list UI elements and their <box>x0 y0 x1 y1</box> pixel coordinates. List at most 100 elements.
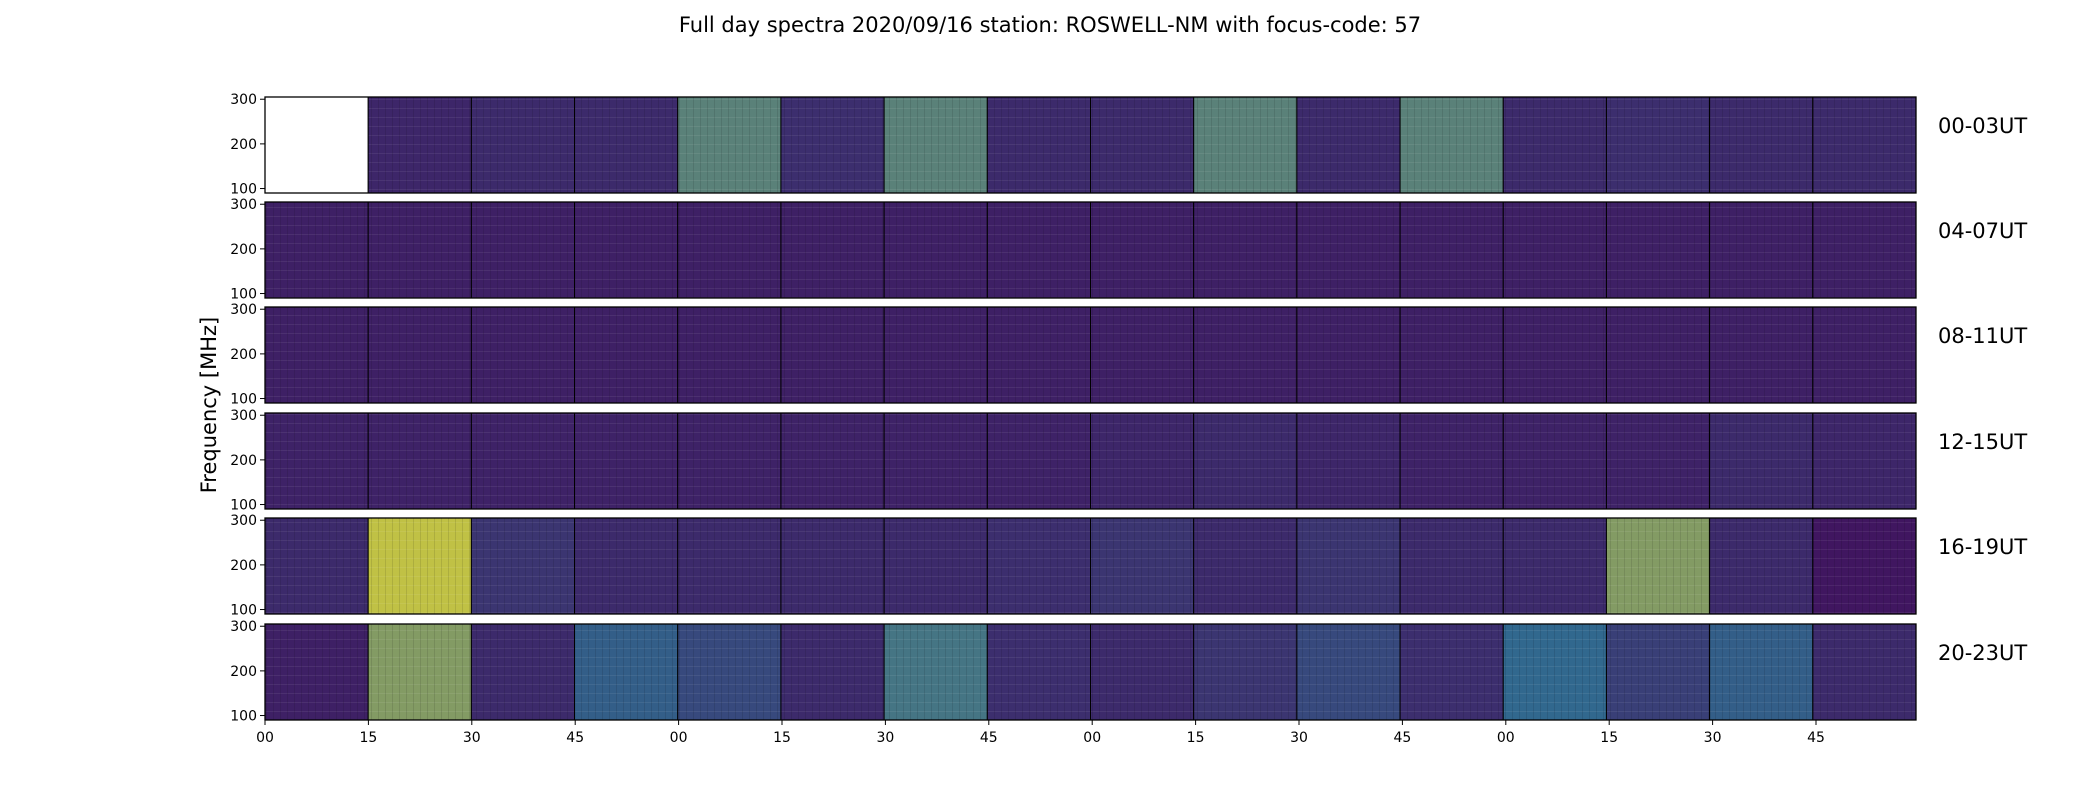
x-tick-label: 45 <box>566 730 584 746</box>
row-label: 20-23UT <box>1938 641 2027 665</box>
x-tick-label: 30 <box>463 730 481 746</box>
panel-texture <box>677 307 781 403</box>
panel-texture <box>1400 307 1504 403</box>
panel-texture <box>265 518 369 614</box>
panel-texture <box>884 518 988 614</box>
panel-texture <box>1090 518 1194 614</box>
panel-texture <box>368 413 472 509</box>
panel-texture <box>1709 307 1813 403</box>
x-tick-label: 00 <box>1497 730 1515 746</box>
panel-texture <box>1296 307 1401 403</box>
panel-texture <box>265 413 369 509</box>
row-label: 16-19UT <box>1938 535 2027 559</box>
panel-texture <box>265 307 369 403</box>
panel-texture <box>1400 202 1504 298</box>
panel-texture <box>1606 518 1710 614</box>
panel-texture <box>987 202 1091 298</box>
panel-texture <box>1503 518 1607 614</box>
x-tick-label: 45 <box>980 730 998 746</box>
panel-texture <box>780 624 885 720</box>
panel-texture <box>471 307 575 403</box>
panel-texture <box>574 413 678 509</box>
panel-texture <box>1090 624 1194 720</box>
panel-texture <box>471 518 575 614</box>
x-tick-label: 45 <box>1393 730 1411 746</box>
panel-texture <box>1296 97 1401 193</box>
panel-texture <box>987 518 1091 614</box>
x-tick-label: 15 <box>1600 730 1618 746</box>
panel-texture <box>677 97 781 193</box>
y-tick-label: 200 <box>230 558 257 574</box>
row-frame <box>264 412 1917 510</box>
row-label: 08-11UT <box>1938 324 2027 348</box>
panel-texture <box>1090 202 1194 298</box>
panel-texture <box>1812 413 1916 509</box>
panel-texture <box>368 624 472 720</box>
panel-texture <box>1090 413 1194 509</box>
panel-texture <box>368 307 472 403</box>
x-tick-label: 30 <box>1704 730 1722 746</box>
y-tick-label: 300 <box>230 302 257 318</box>
panel-texture <box>1193 624 1297 720</box>
panel-texture <box>1296 202 1401 298</box>
panel-texture <box>780 413 885 509</box>
row-label: 12-15UT <box>1938 430 2027 454</box>
panel-texture <box>1812 518 1916 614</box>
panel-texture <box>884 97 988 193</box>
panel-texture <box>1193 307 1297 403</box>
panel-texture <box>1503 624 1607 720</box>
spectra-row: 300 200 100 12-15UT <box>230 408 2027 513</box>
x-tick-label: 45 <box>1807 730 1825 746</box>
panel-texture <box>265 202 369 298</box>
panel-texture <box>1606 624 1710 720</box>
panel-texture <box>1606 97 1710 193</box>
panel-texture <box>471 413 575 509</box>
spectra-row: 300 200 100 04-07UT <box>230 197 2027 302</box>
panel-texture <box>1400 518 1504 614</box>
x-tick-label: 15 <box>359 730 377 746</box>
panel-texture <box>677 413 781 509</box>
panel-texture <box>574 97 678 193</box>
panel-texture <box>1709 202 1813 298</box>
panel-texture <box>884 624 988 720</box>
x-tick-label: 15 <box>773 730 791 746</box>
panel-texture <box>884 413 988 509</box>
x-tick-label: 00 <box>670 730 688 746</box>
y-tick-label: 200 <box>230 664 257 680</box>
panel-texture <box>1193 518 1297 614</box>
panel-texture <box>1193 202 1297 298</box>
spectra-grid: 300 200 100 00-03UT 300 200 100 04-07UT 300 200 10… <box>230 92 2027 746</box>
panel-texture <box>1812 624 1916 720</box>
y-tick-label: 200 <box>230 347 257 363</box>
panel-texture <box>265 624 369 720</box>
y-tick-label: 100 <box>230 182 257 198</box>
panel-texture <box>471 97 575 193</box>
panel-texture <box>1503 307 1607 403</box>
panel-texture <box>884 202 988 298</box>
panel-texture <box>987 624 1091 720</box>
row-frame <box>264 201 1917 299</box>
panel-texture <box>471 202 575 298</box>
panel-texture <box>574 202 678 298</box>
x-tick-label: 00 <box>256 730 274 746</box>
panel-texture <box>677 624 781 720</box>
panel-texture <box>1193 97 1297 193</box>
spectra-row: 300 200 100 08-11UT <box>230 302 2027 407</box>
panel-texture <box>780 97 885 193</box>
panel-texture <box>574 518 678 614</box>
panel-texture <box>1090 97 1194 193</box>
panel-texture <box>1812 202 1916 298</box>
y-tick-label: 100 <box>230 392 257 408</box>
panel-texture <box>1296 413 1401 509</box>
panel-texture <box>471 624 575 720</box>
panel-texture <box>1812 97 1916 193</box>
x-tick-label: 30 <box>876 730 894 746</box>
panel-texture <box>368 518 472 614</box>
y-tick-label: 200 <box>230 453 257 469</box>
panel-texture <box>1606 413 1710 509</box>
spectra-row: 300 200 100 16-19UT <box>230 513 2027 618</box>
panel-texture <box>1400 97 1504 193</box>
y-tick-label: 100 <box>230 603 257 619</box>
panel-texture <box>1606 202 1710 298</box>
